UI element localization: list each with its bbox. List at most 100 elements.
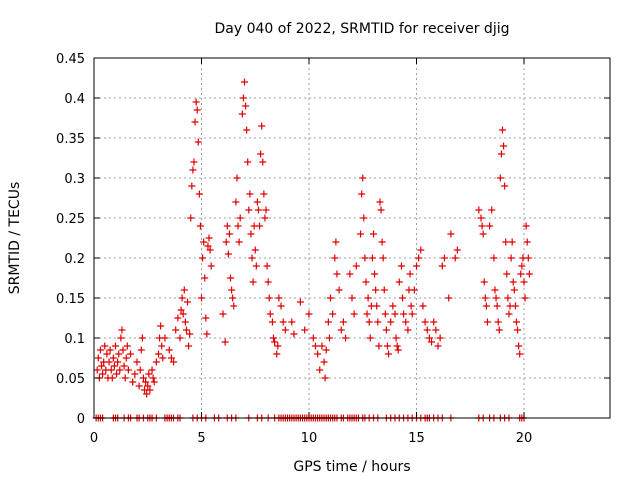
data-point — [496, 174, 504, 182]
y-tick-label: 0 — [77, 412, 85, 427]
plot-frame — [93, 57, 611, 419]
data-point — [375, 342, 383, 350]
data-point — [512, 318, 520, 326]
data-point — [196, 222, 204, 230]
data-point — [105, 358, 113, 366]
data-point — [110, 362, 118, 370]
data-point — [281, 326, 289, 334]
data-point — [346, 270, 354, 278]
data-point — [254, 206, 262, 214]
data-point — [172, 326, 180, 334]
data-point — [113, 370, 121, 378]
data-point — [94, 354, 102, 362]
data-point — [399, 294, 407, 302]
y-tick-label: 0.2 — [64, 252, 85, 267]
data-point — [434, 342, 442, 350]
data-point — [362, 278, 370, 286]
data-point — [492, 294, 500, 302]
data-point — [131, 370, 139, 378]
data-point — [257, 150, 265, 158]
data-point — [181, 318, 189, 326]
x-tick-label: 10 — [301, 431, 318, 446]
x-tick-label: 20 — [516, 431, 533, 446]
data-point — [324, 318, 332, 326]
data-point — [342, 334, 350, 342]
data-point — [514, 326, 522, 334]
data-point — [176, 334, 184, 342]
x-tick-label: 0 — [90, 431, 98, 446]
data-point — [397, 262, 405, 270]
data-point — [447, 230, 455, 238]
data-point — [494, 318, 502, 326]
data-point — [509, 278, 517, 286]
data-point — [337, 326, 345, 334]
data-point — [136, 366, 144, 374]
data-point — [238, 110, 246, 118]
data-point — [108, 374, 116, 382]
data-point — [235, 238, 243, 246]
data-point — [490, 254, 498, 262]
data-point — [385, 350, 393, 358]
data-point — [389, 302, 397, 310]
data-point — [321, 374, 329, 382]
data-point — [143, 390, 151, 398]
data-point — [206, 246, 214, 254]
data-point — [119, 346, 127, 354]
data-point — [185, 342, 193, 350]
data-point — [316, 366, 324, 374]
data-point — [288, 318, 296, 326]
data-point — [170, 358, 178, 366]
data-point — [318, 342, 326, 350]
data-point — [256, 222, 264, 230]
data-point — [374, 318, 382, 326]
data-point — [501, 182, 509, 190]
data-point — [118, 326, 126, 334]
data-point — [251, 246, 259, 254]
data-point — [366, 334, 374, 342]
data-point — [368, 254, 376, 262]
data-point — [177, 306, 185, 314]
data-point — [233, 174, 241, 182]
data-point — [404, 326, 412, 334]
data-point — [186, 330, 194, 338]
data-point — [249, 278, 257, 286]
data-point — [137, 346, 145, 354]
data-point — [103, 350, 111, 358]
data-point — [518, 262, 526, 270]
data-point — [432, 326, 440, 334]
data-point — [202, 314, 210, 322]
data-point — [199, 254, 207, 262]
grid — [94, 58, 610, 418]
data-point — [127, 350, 135, 358]
data-point — [428, 338, 436, 346]
data-point — [279, 318, 287, 326]
data-point — [205, 234, 213, 242]
data-point — [124, 366, 132, 374]
data-point — [114, 358, 122, 366]
y-tick-label: 0.15 — [56, 292, 85, 307]
data-point — [425, 334, 433, 342]
data-point — [145, 370, 153, 378]
data-point — [247, 230, 255, 238]
data-point — [348, 294, 356, 302]
data-point — [407, 302, 415, 310]
data-point — [193, 106, 201, 114]
data-point — [135, 382, 143, 390]
data-point — [521, 294, 529, 302]
data-point — [365, 318, 373, 326]
data-point — [194, 138, 202, 146]
data-point — [161, 334, 169, 342]
data-point — [264, 278, 272, 286]
data-point — [174, 314, 182, 322]
data-point — [508, 238, 516, 246]
data-point — [207, 262, 215, 270]
data-point — [410, 286, 418, 294]
data-point — [190, 158, 198, 166]
data-point — [239, 94, 247, 102]
data-point — [157, 322, 165, 330]
data-point — [122, 354, 130, 362]
data-point — [504, 294, 512, 302]
data-point — [242, 102, 250, 110]
data-point — [361, 254, 369, 262]
